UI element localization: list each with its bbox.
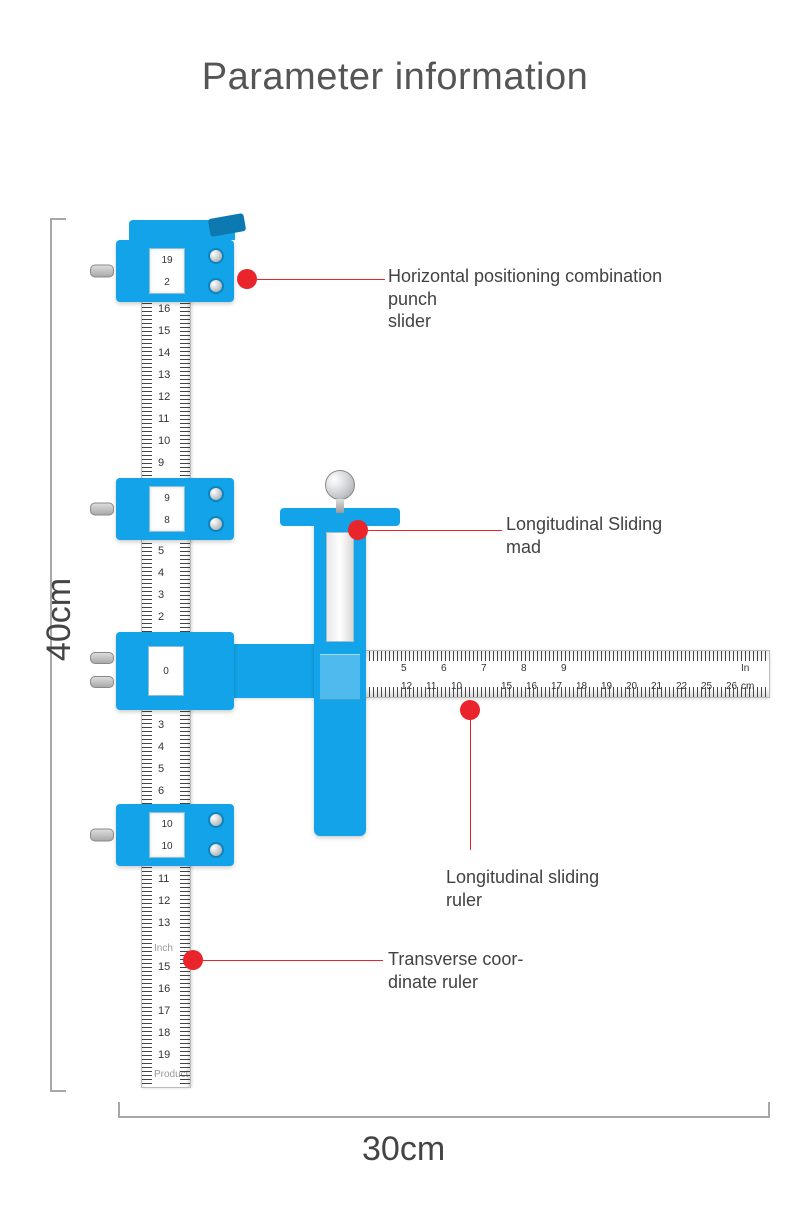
- slider-window: 0: [148, 646, 184, 696]
- callout-dot: [237, 269, 257, 289]
- knob-icon: [90, 829, 114, 842]
- knob-icon: [90, 652, 114, 664]
- callout-line: [368, 530, 502, 531]
- callout-sliding-ruler: Longitudinal sliding ruler: [446, 866, 599, 911]
- slider-window: 19 2: [149, 248, 185, 294]
- callout-punch-slider: Horizontal positioning combination punch…: [388, 265, 698, 333]
- knob-icon: [325, 470, 355, 500]
- callout-line: [203, 960, 383, 961]
- punch-slider-2: 9 8: [116, 478, 234, 540]
- callout-dot: [460, 700, 480, 720]
- screw-icon: [208, 516, 224, 532]
- knob-icon: [90, 265, 114, 278]
- knob-icon: [90, 676, 114, 688]
- dimension-label-width: 30cm: [362, 1130, 445, 1169]
- punch-slider-1: 19 2: [116, 240, 234, 302]
- screw-icon: [208, 812, 224, 828]
- callout-sliding-mad: Longitudinal Sliding mad: [506, 513, 662, 558]
- dimension-label-height: 40cm: [40, 578, 79, 661]
- slider-window: 10 10: [149, 812, 185, 858]
- callout-line: [257, 279, 385, 280]
- screw-icon: [208, 486, 224, 502]
- screw-icon: [208, 248, 224, 264]
- longitudinal-sliding-mad: [314, 508, 366, 836]
- callout-transverse-ruler: Transverse coor- dinate ruler: [388, 948, 523, 993]
- punch-slider-3: 10 10: [116, 804, 234, 866]
- callout-dot: [183, 950, 203, 970]
- center-junction: 0: [116, 632, 234, 710]
- page-title: Parameter information: [0, 56, 790, 99]
- screw-icon: [208, 278, 224, 294]
- screw-icon: [208, 842, 224, 858]
- callout-dot: [348, 520, 368, 540]
- mad-window: [320, 654, 360, 700]
- mad-slit: [326, 532, 354, 642]
- knob-icon: [90, 503, 114, 516]
- watermark-product: Product: [154, 1069, 188, 1080]
- watermark-inch: Inch: [154, 943, 173, 954]
- dimension-bracket-horizontal: [118, 1102, 770, 1118]
- ruler-top-cap: [129, 220, 235, 240]
- slider-window: 9 8: [149, 486, 185, 532]
- callout-line: [470, 720, 471, 850]
